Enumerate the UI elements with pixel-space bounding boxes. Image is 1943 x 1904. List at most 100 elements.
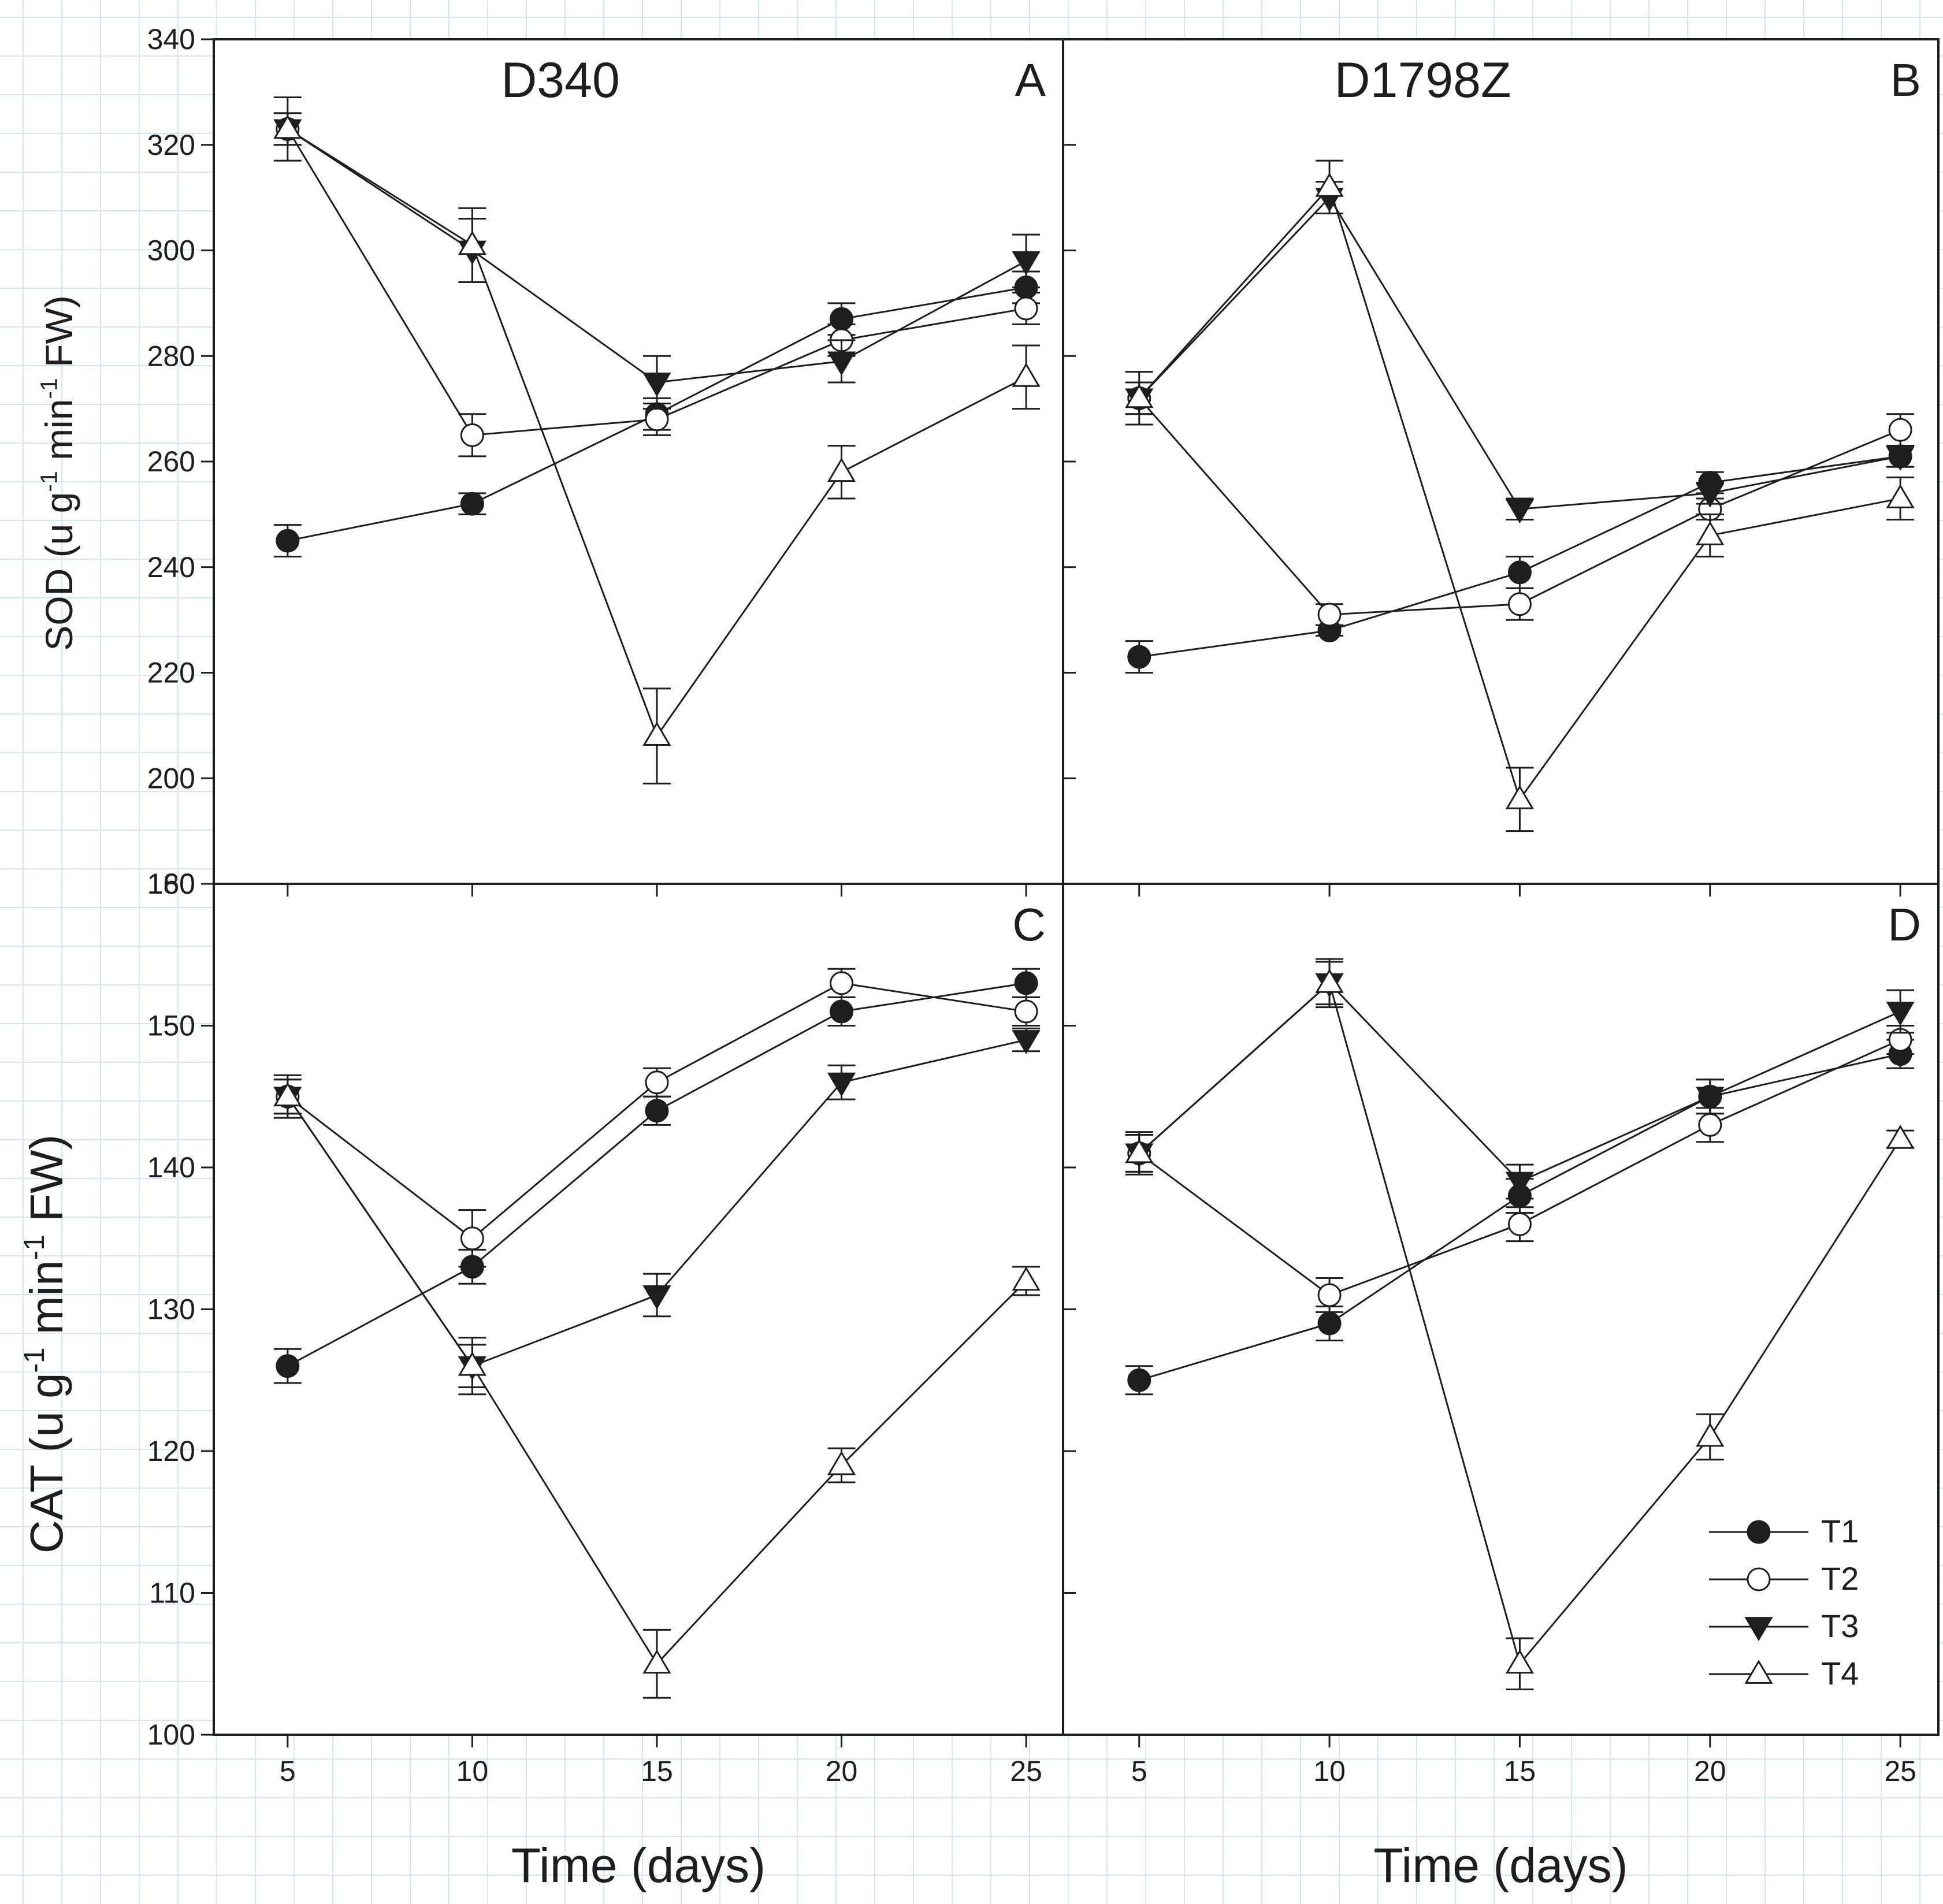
y-tick-label-overlap: 180 xyxy=(147,868,195,900)
x-tick-label: 15 xyxy=(1504,1755,1536,1787)
panel-ticks xyxy=(1063,883,1901,1747)
data-point xyxy=(1127,1368,1151,1392)
y-title-part: CAT (u g xyxy=(21,1373,72,1553)
y-title-part: FW) xyxy=(21,1135,72,1234)
x-tick-label: 5 xyxy=(280,1755,296,1787)
data-point xyxy=(645,1099,669,1123)
x-tick-label: 10 xyxy=(1313,1755,1346,1787)
legend-marker xyxy=(1747,1567,1771,1591)
data-point xyxy=(273,1082,302,1107)
data-point xyxy=(1014,296,1038,321)
data-point xyxy=(827,351,856,376)
data-point xyxy=(1012,1266,1041,1291)
data-point xyxy=(1012,362,1041,387)
data-point xyxy=(1014,971,1038,995)
panel-C: C xyxy=(201,883,1064,1747)
y-tick-label: 160 xyxy=(147,868,195,900)
data-point xyxy=(1505,1172,1535,1196)
data-point xyxy=(1317,1283,1342,1307)
panel-ticks xyxy=(1063,38,1901,897)
panel-ticks xyxy=(201,883,1027,1747)
data-point xyxy=(1507,1212,1532,1236)
legend-label: T3 xyxy=(1821,1608,1859,1644)
legend-entry-t3: T3 xyxy=(1709,1608,1859,1644)
data-point xyxy=(1507,560,1532,585)
y-title-part: min xyxy=(38,399,80,471)
data-point xyxy=(1127,645,1151,669)
data-point xyxy=(1317,603,1342,627)
legend-label: T4 xyxy=(1821,1655,1859,1691)
panel-title: D340 xyxy=(501,53,620,108)
data-point xyxy=(1696,1087,1725,1111)
data-point xyxy=(642,722,671,746)
y-tick-label: 150 xyxy=(147,1010,195,1042)
y-title-part: SOD (u g xyxy=(38,492,80,651)
x-axis-title: Time (days) xyxy=(1373,1838,1628,1892)
data-point xyxy=(460,1226,484,1251)
y-axis-title: SOD (u g-1 min-1 FW) xyxy=(36,295,80,650)
legend-marker xyxy=(1744,1660,1773,1684)
data-point xyxy=(273,114,302,139)
data-point xyxy=(1888,418,1912,442)
data-point xyxy=(1014,999,1038,1024)
panel-title: D1798Z xyxy=(1335,53,1511,108)
x-tick-label: 10 xyxy=(456,1755,489,1787)
y-tick-label: 300 xyxy=(147,235,195,267)
data-point xyxy=(1696,1422,1725,1447)
x-tick-label: 25 xyxy=(1884,1755,1916,1787)
panel-letter: C xyxy=(1012,899,1046,950)
y-tick-label: 260 xyxy=(147,445,195,478)
y-tick-label: 110 xyxy=(149,1577,195,1609)
y-axis-labels-row-2: 100 110 120 130 140 150 160 xyxy=(147,868,195,1751)
data-point xyxy=(1698,1113,1722,1137)
data-point xyxy=(642,373,671,397)
data-point xyxy=(1317,1311,1342,1336)
y-title-superscript: -1 xyxy=(36,378,62,399)
series-t4 xyxy=(1125,159,1915,832)
data-point xyxy=(1012,1030,1041,1055)
data-point xyxy=(458,1351,487,1376)
data-point xyxy=(1125,384,1154,408)
y-tick-label: 240 xyxy=(147,551,195,583)
data-point xyxy=(460,492,484,516)
x-tick-label: 15 xyxy=(641,1755,673,1787)
x-tick-label: 20 xyxy=(826,1755,858,1787)
legend-entry-t2: T2 xyxy=(1709,1560,1859,1597)
series-t4 xyxy=(273,96,1041,784)
y-tick-label: 130 xyxy=(147,1293,195,1326)
data-point xyxy=(1696,520,1725,545)
y-tick-label: 200 xyxy=(147,762,195,794)
y-tick-label: 220 xyxy=(147,657,195,689)
data-point xyxy=(645,407,669,432)
y-tick-label: 100 xyxy=(147,1719,195,1751)
legend-label: T2 xyxy=(1821,1560,1859,1597)
data-point xyxy=(1315,968,1344,993)
data-point xyxy=(1696,483,1725,508)
y-title-part: FW) xyxy=(38,295,80,378)
legend-marker xyxy=(1747,1520,1771,1544)
data-point xyxy=(1505,1649,1535,1674)
panel-letter: D xyxy=(1888,899,1921,950)
data-point xyxy=(1125,1139,1154,1163)
legend: T1 T2 T3 T4 xyxy=(1709,1513,1859,1691)
x-axis-title: Time (days) xyxy=(511,1838,766,1892)
data-point xyxy=(1505,784,1535,809)
data-point xyxy=(1507,592,1532,616)
data-point xyxy=(642,1649,671,1674)
legend-label: T1 xyxy=(1821,1513,1859,1549)
y-title-part: min xyxy=(21,1260,72,1347)
series-t4 xyxy=(273,1074,1041,1699)
data-point xyxy=(458,230,487,255)
panel-B: D1798Z B xyxy=(1062,38,1940,897)
panel-D: D xyxy=(1062,883,1940,1747)
x-tick-label: 20 xyxy=(1694,1755,1726,1787)
data-point xyxy=(1012,251,1041,276)
legend-entry-t4: T4 xyxy=(1709,1655,1859,1691)
data-point xyxy=(1886,1002,1915,1026)
data-point xyxy=(827,458,856,482)
y-tick-label: 140 xyxy=(147,1151,195,1184)
x-tick-label: 5 xyxy=(1131,1755,1147,1787)
data-point xyxy=(276,1354,300,1378)
